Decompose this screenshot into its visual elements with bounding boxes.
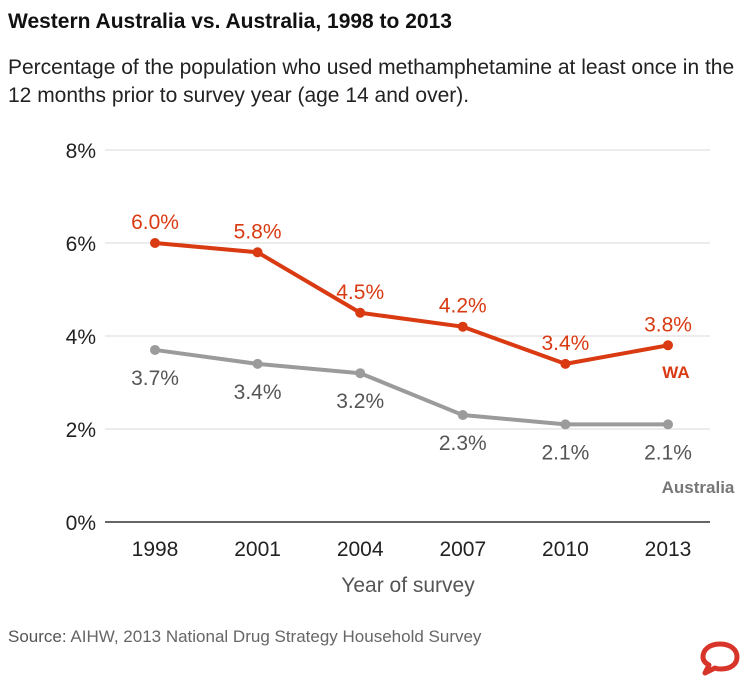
data-label-wa: 4.2% (439, 295, 487, 318)
y-tick-label: 4% (66, 326, 96, 349)
y-tick-label: 6% (66, 233, 96, 256)
source-note: Source: AIHW, 2013 National Drug Strateg… (8, 627, 481, 647)
data-point-wa (150, 238, 160, 248)
y-tick-label: 0% (66, 512, 96, 535)
the-conversation-logo-icon (700, 641, 740, 676)
data-label-wa: 6.0% (131, 211, 179, 234)
x-tick-label: 2001 (234, 538, 281, 561)
data-label-australia: 2.3% (439, 432, 487, 455)
data-point-australia (457, 410, 468, 421)
source-text: AIHW, 2013 National Drug Strategy Househ… (70, 627, 482, 646)
x-tick-label: 2004 (337, 538, 384, 561)
data-point-australia (252, 358, 263, 369)
data-point-australia (150, 344, 160, 355)
data-label-wa: 3.8% (644, 313, 692, 336)
source-label: Source: (8, 627, 67, 646)
data-point-wa (355, 307, 366, 318)
data-label-australia: 3.2% (336, 390, 384, 413)
chart-subtitle: Percentage of the population who used me… (8, 56, 735, 107)
x-tick-label: 1998 (132, 538, 179, 561)
series-line-australia (153, 347, 670, 427)
series-name-label-wa: WA (662, 363, 689, 382)
y-tick-label: 2% (66, 419, 96, 442)
line-chart: 0% 2% 4% 6% 8% 1998 2001 2004 2007 2010 2013 Year o… (66, 140, 735, 597)
data-label-wa: 3.4% (541, 332, 589, 355)
data-point-australia (355, 368, 366, 379)
x-axis-label: Year of survey (341, 574, 475, 597)
series-line-wa (153, 241, 670, 366)
data-label-australia: 2.1% (644, 441, 692, 464)
data-point-wa (560, 358, 571, 369)
series-name-label-australia: Australia (662, 478, 735, 497)
data-point-wa (457, 321, 468, 332)
data-label-wa: 4.5% (336, 281, 384, 304)
data-point-australia (560, 419, 571, 430)
x-tick-label: 2010 (542, 538, 589, 561)
x-tick-label: 2007 (439, 538, 486, 561)
data-point-australia (663, 419, 673, 430)
data-label-australia: 3.4% (234, 381, 282, 404)
x-tick-label: 2013 (645, 538, 692, 561)
data-label-wa: 5.8% (234, 220, 282, 243)
data-label-australia: 3.7% (131, 367, 179, 390)
data-label-australia: 2.1% (541, 441, 589, 464)
y-tick-label: 8% (66, 140, 96, 163)
data-point-wa (663, 340, 673, 351)
data-point-wa (252, 247, 263, 258)
chart-title: Western Australia vs. Australia, 1998 to… (8, 10, 452, 33)
